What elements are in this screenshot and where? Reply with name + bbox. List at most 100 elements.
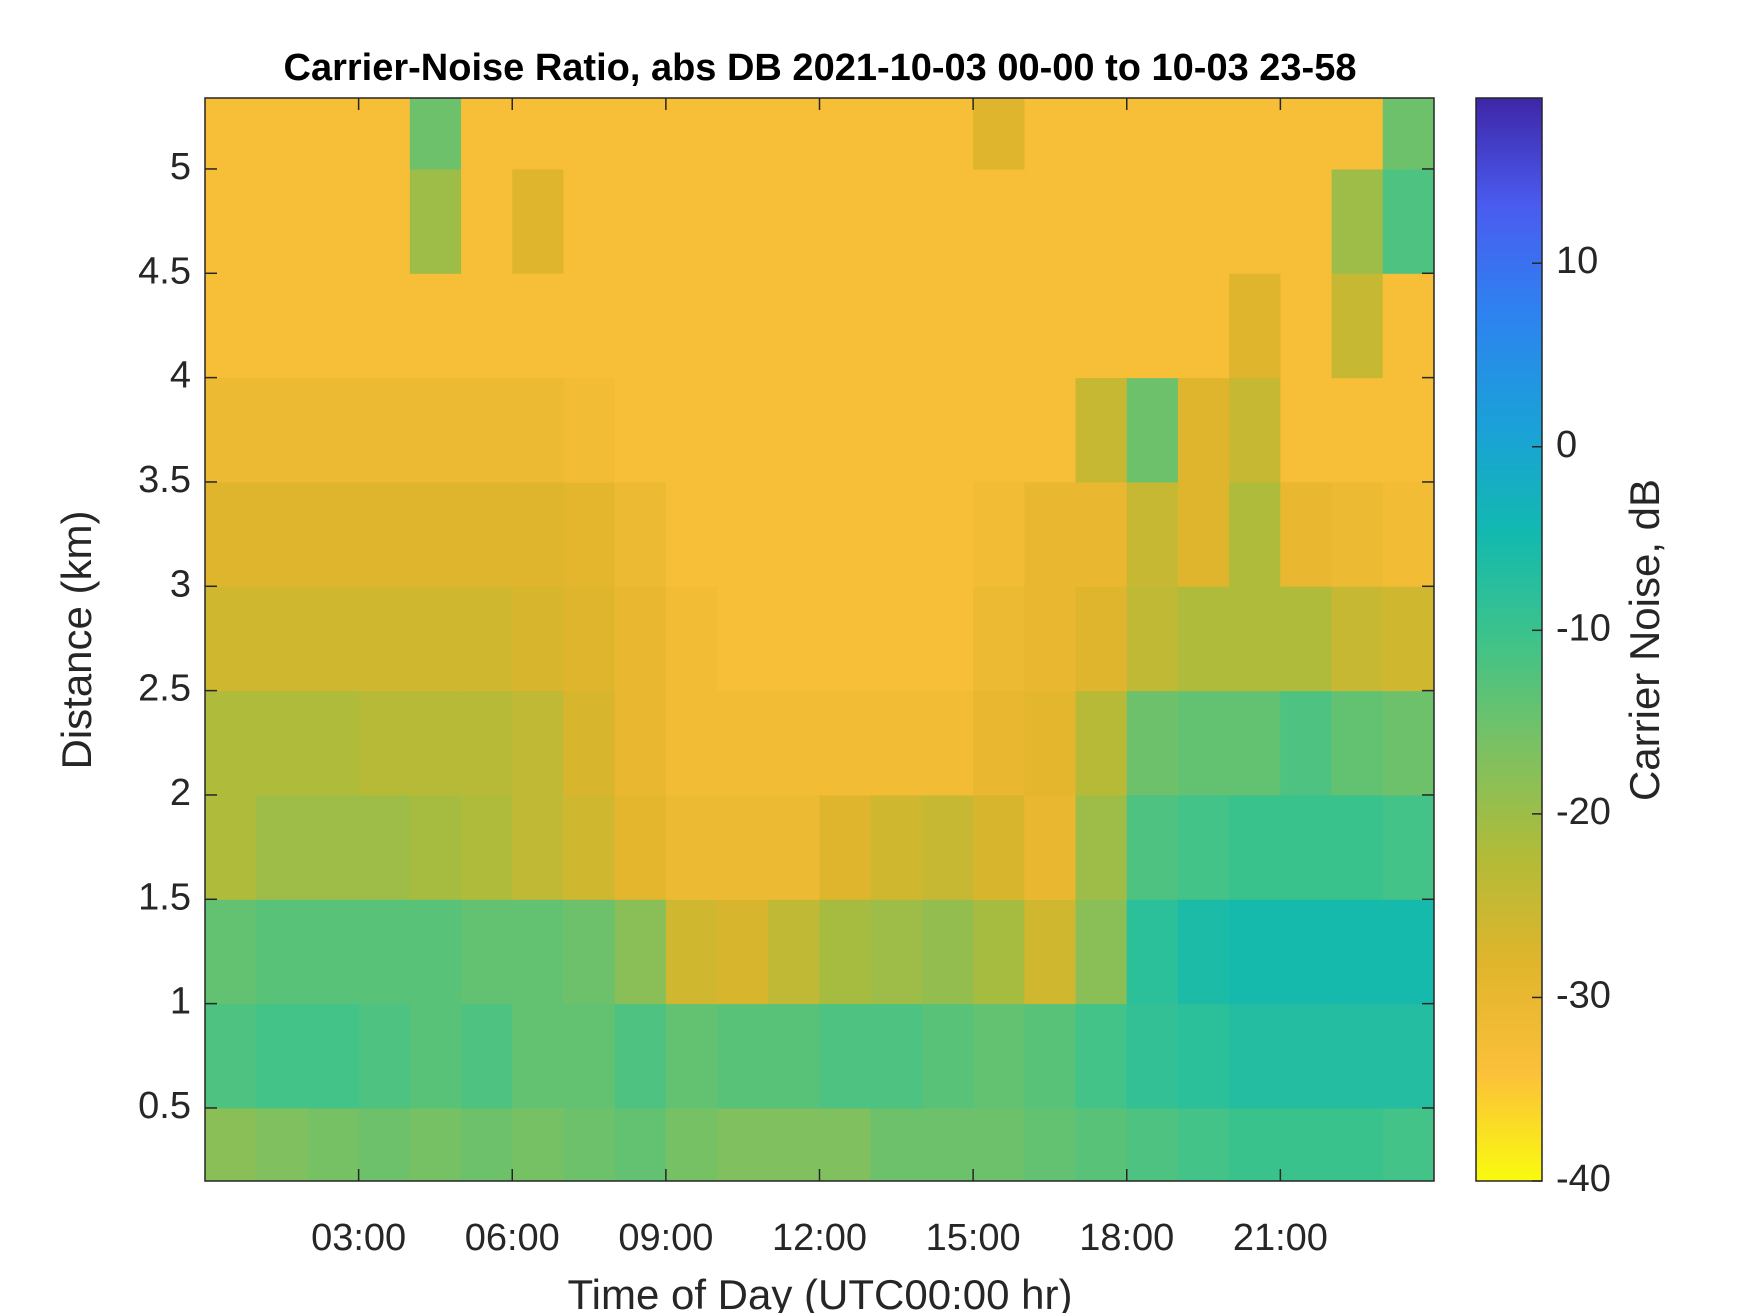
heatmap-cell [512,481,564,587]
heatmap-cell [819,273,872,379]
heatmap-cell [1382,273,1435,379]
heatmap-cell [512,794,564,900]
heatmap-cell [461,98,513,170]
heatmap-cell [819,481,872,587]
heatmap-cell [1075,586,1128,692]
heatmap-cell [1331,1003,1384,1109]
heatmap-cell [819,1003,872,1109]
y-tick-label: 0.5 [138,1085,191,1127]
heatmap-cell [665,794,718,900]
heatmap-cell [461,273,513,379]
heatmap-cell [1177,794,1230,900]
heatmap-cell [717,794,769,900]
y-tick-label: 1 [170,981,191,1023]
heatmap-cell [973,98,1025,170]
heatmap-cell [921,899,974,1005]
heatmap-cell [409,377,462,483]
heatmap-cell [256,1107,308,1182]
heatmap-cell [665,1107,718,1182]
heatmap-cell [307,899,360,1005]
heatmap-cell [307,586,360,692]
heatmap-cell [1024,481,1077,587]
heatmap-cell [768,168,820,274]
heatmap-cell [1331,481,1384,587]
heatmap-cell [1229,1107,1281,1182]
heatmap-cell [921,1003,974,1109]
heatmap-cell [563,690,616,796]
heatmap-cell [205,586,257,692]
heatmap-cell [1126,481,1179,587]
heatmap-cell [973,586,1025,692]
heatmap-cell [1280,1003,1333,1109]
colorbar [1475,97,1543,1182]
heatmap-cell [614,377,667,483]
x-tick-label: 15:00 [926,1217,1021,1259]
heatmap-cell [409,1003,462,1109]
heatmap-cell [307,481,360,587]
heatmap-cell [1075,1003,1128,1109]
heatmap-cell [205,1003,257,1109]
heatmap-cell [358,168,411,274]
heatmap-cell [717,168,769,274]
heatmap-cell [1126,273,1179,379]
heatmap-cell [1126,1107,1179,1182]
heatmap-cell [870,899,923,1005]
heatmap-cell [1075,1107,1128,1182]
heatmap-cell [973,1003,1025,1109]
heatmap-cell [1331,794,1384,900]
heatmap-cell [1382,377,1435,483]
heatmap-cell [512,1003,564,1109]
heatmap-cell [358,377,411,483]
heatmap-cell [1280,168,1333,274]
y-tick-label: 2 [170,772,191,814]
heatmap-cell [307,168,360,274]
heatmap-cell [614,586,667,692]
heatmap-cell [1024,899,1077,1005]
heatmap-cell [1024,168,1077,274]
heatmap-cell [768,1003,820,1109]
heatmap-cell [1075,481,1128,587]
colorbar-tick-label: 0 [1556,424,1577,466]
heatmap-cell [461,690,513,796]
heatmap-cell [256,377,308,483]
heatmap-cell [205,98,257,170]
heatmap-cell [1280,481,1333,587]
heatmap-cell [1177,586,1230,692]
heatmap-cell [205,168,257,274]
heatmap-cell [409,273,462,379]
heatmap-cell [307,794,360,900]
heatmap-cell [614,1107,667,1182]
heatmap-cell [563,794,616,900]
heatmap-cell [1075,98,1128,170]
y-tick-label: 3.5 [138,459,191,501]
heatmap-cell [665,273,718,379]
heatmap-cell [409,1107,462,1182]
heatmap-cell [409,168,462,274]
heatmap-cell [819,98,872,170]
heatmap-cell [665,690,718,796]
y-tick-label: 4.5 [138,250,191,292]
heatmap-cell [1177,1003,1230,1109]
heatmap-cell [1229,586,1281,692]
heatmap-cell [205,481,257,587]
heatmap-cell [409,98,462,170]
heatmap-cell [1075,168,1128,274]
y-tick-label: 2.5 [138,668,191,710]
heatmap-cell [307,1107,360,1182]
heatmap-cell [512,273,564,379]
heatmap-cell [973,377,1025,483]
y-tick-label: 5 [170,146,191,188]
heatmap-cell [358,899,411,1005]
heatmap-cell [1229,1003,1281,1109]
heatmap-cell [921,1107,974,1182]
heatmap-cell [1024,690,1077,796]
heatmap-cell [358,586,411,692]
heatmap-cell [358,794,411,900]
heatmap-cell [768,273,820,379]
heatmap-cell [1229,98,1281,170]
heatmap-cell [921,794,974,900]
heatmap-cell [1075,273,1128,379]
heatmap-cell [614,690,667,796]
x-tick-label: 18:00 [1079,1217,1174,1259]
heatmap-cell [1177,377,1230,483]
